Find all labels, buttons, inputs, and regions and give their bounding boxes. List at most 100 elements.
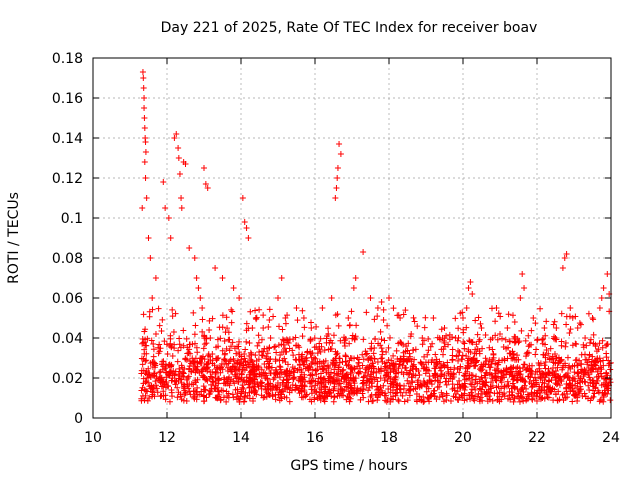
data-point <box>142 139 149 145</box>
data-point <box>412 346 419 353</box>
data-point <box>521 285 528 291</box>
data-point <box>140 85 147 91</box>
data-point <box>370 350 377 357</box>
data-point <box>143 195 150 201</box>
data-point <box>316 340 323 347</box>
data-point <box>345 388 352 395</box>
data-point <box>332 355 339 362</box>
data-point <box>307 336 314 343</box>
data-point <box>149 364 156 371</box>
data-point <box>207 357 214 364</box>
data-point <box>547 384 554 391</box>
data-point <box>360 379 367 386</box>
data-point <box>513 377 520 384</box>
data-point <box>541 362 548 369</box>
data-point <box>142 342 149 349</box>
data-point <box>427 343 434 350</box>
data-point <box>284 337 291 344</box>
data-point <box>574 398 581 405</box>
data-point <box>533 393 540 400</box>
data-point <box>459 356 466 363</box>
data-point <box>256 370 263 377</box>
data-point <box>303 354 310 361</box>
data-point <box>512 338 519 345</box>
data-point <box>184 375 191 382</box>
data-point <box>241 378 248 385</box>
data-point <box>200 374 207 381</box>
data-point <box>213 394 220 401</box>
data-point <box>384 359 391 366</box>
data-point <box>290 352 297 359</box>
data-point <box>340 374 347 381</box>
data-point <box>499 357 506 364</box>
data-point <box>471 350 478 357</box>
data-point <box>325 371 332 378</box>
data-point <box>367 355 374 362</box>
data-point <box>464 362 471 369</box>
data-point <box>560 397 567 404</box>
data-point <box>261 393 268 400</box>
data-point <box>461 386 468 393</box>
data-point <box>452 393 459 400</box>
data-point <box>342 353 349 360</box>
data-point <box>589 365 596 372</box>
data-point <box>558 378 565 385</box>
data-point <box>525 373 532 380</box>
data-point <box>424 367 431 374</box>
data-point <box>240 386 247 393</box>
data-point <box>274 370 281 377</box>
data-point <box>138 397 145 404</box>
data-point <box>281 393 288 400</box>
data-point <box>266 306 273 313</box>
data-point <box>452 335 459 341</box>
data-point <box>311 335 318 342</box>
data-point <box>371 344 378 351</box>
data-point <box>317 335 324 342</box>
data-point <box>335 322 342 329</box>
data-point <box>516 398 523 405</box>
data-point <box>267 335 274 341</box>
data-point <box>470 356 477 363</box>
data-point <box>374 313 381 320</box>
data-point <box>217 396 224 403</box>
data-point <box>208 385 215 392</box>
data-point <box>299 358 306 365</box>
data-point <box>177 393 184 400</box>
data-point <box>208 381 215 388</box>
data-point <box>561 255 568 261</box>
data-point <box>442 378 449 385</box>
data-point <box>203 366 210 373</box>
data-point <box>603 369 610 376</box>
data-point <box>430 372 437 379</box>
data-point <box>558 342 565 349</box>
data-point <box>239 382 246 389</box>
data-point <box>539 386 546 393</box>
data-point <box>293 305 300 311</box>
data-point <box>336 141 343 147</box>
data-point <box>157 368 164 375</box>
data-point <box>518 386 525 393</box>
data-point <box>145 371 152 378</box>
x-tick-label: 24 <box>602 430 620 446</box>
data-point <box>489 305 496 312</box>
data-point <box>598 295 605 301</box>
data-point <box>489 382 496 389</box>
data-point <box>171 378 178 385</box>
data-point <box>428 378 435 385</box>
data-point <box>486 393 493 400</box>
data-point <box>305 367 312 374</box>
data-point <box>534 337 541 344</box>
data-point <box>363 309 370 316</box>
data-point <box>142 149 149 155</box>
data-point <box>317 348 324 355</box>
data-point <box>159 316 166 323</box>
data-point <box>380 316 387 323</box>
data-point <box>510 376 517 383</box>
data-point <box>187 391 194 398</box>
data-point <box>418 382 425 389</box>
data-point <box>298 394 305 401</box>
data-point <box>482 382 489 389</box>
data-point <box>447 373 454 380</box>
data-point <box>156 322 163 329</box>
data-point <box>372 335 379 342</box>
